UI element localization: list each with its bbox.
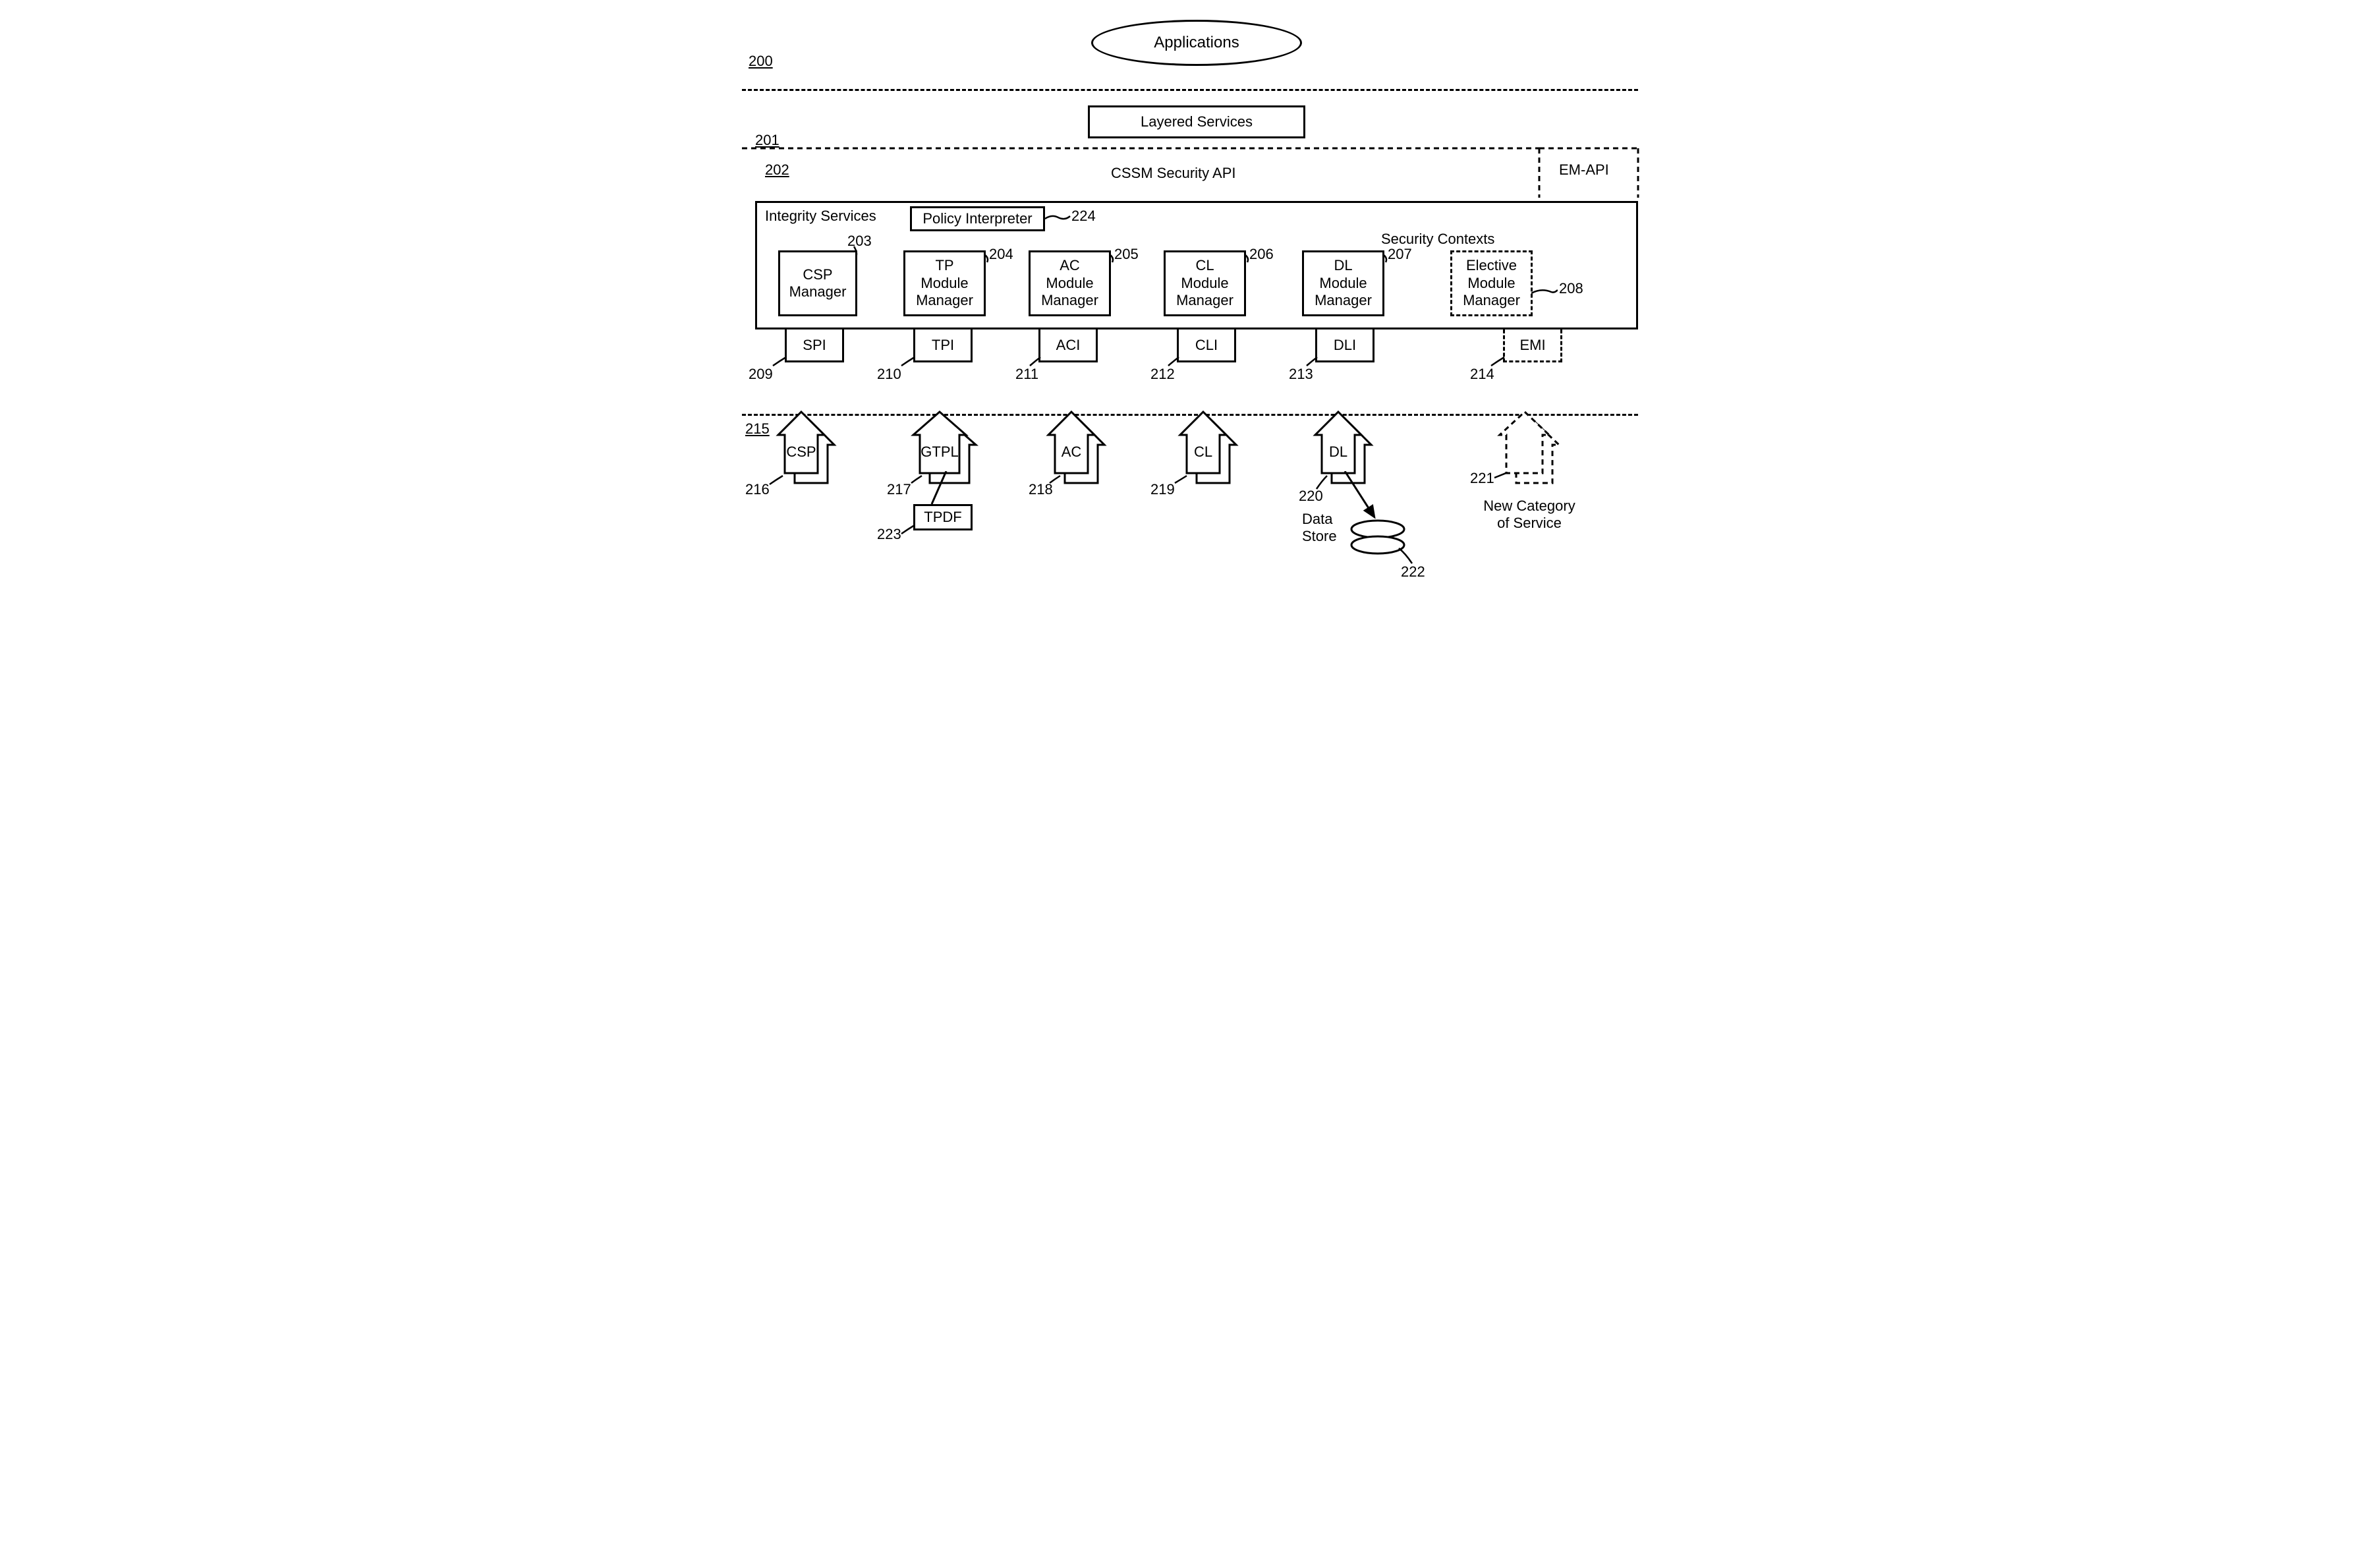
ac-plugin-label: AC <box>1062 443 1082 460</box>
tpi-label: TPI <box>932 337 954 354</box>
cl-plugin-label: CL <box>1194 443 1212 460</box>
integrity-label: Integrity Services <box>765 208 876 225</box>
ref-207-connector <box>1382 254 1392 264</box>
ref-203-connector <box>853 245 866 258</box>
elective-manager-label: Elective Module Manager <box>1463 257 1520 309</box>
ac-manager-label: AC Module Manager <box>1041 257 1098 309</box>
csp-plugin-label: CSP <box>786 443 816 460</box>
ref-219-connector <box>1174 474 1190 484</box>
ref-221-connector <box>1493 471 1510 481</box>
ref-213-connector <box>1305 356 1318 369</box>
spi-label: SPI <box>803 337 826 354</box>
ref-209-connector <box>772 356 788 369</box>
ref-221: 221 <box>1470 470 1494 487</box>
ref-216-connector <box>768 474 785 486</box>
dli-label: DLI <box>1334 337 1356 354</box>
dl-plugin-label: DL <box>1329 443 1347 460</box>
ref-218-connector <box>1048 474 1062 484</box>
ref-214-connector <box>1490 356 1506 369</box>
csp-manager-box: CSP Manager <box>778 250 857 316</box>
ref-204-connector <box>984 254 994 264</box>
ref-210-connector <box>900 356 917 369</box>
elective-manager-box: Elective Module Manager <box>1450 250 1533 316</box>
cl-manager-label: CL Module Manager <box>1176 257 1233 309</box>
aci-label: ACI <box>1056 337 1081 354</box>
em-api-label: EM-API <box>1559 161 1609 179</box>
ref-217: 217 <box>887 481 911 498</box>
ref-205-connector <box>1109 254 1119 264</box>
ref-220-connector <box>1315 474 1332 491</box>
ref-212-connector <box>1167 356 1180 369</box>
ref-211-connector <box>1029 356 1042 369</box>
ref-223-connector <box>900 524 917 536</box>
ref-208-connector <box>1531 287 1558 300</box>
cli-label: CLI <box>1195 337 1218 354</box>
dl-manager-label: DL Module Manager <box>1315 257 1372 309</box>
ref-208: 208 <box>1559 280 1583 297</box>
ref-202: 202 <box>765 161 789 179</box>
cssm-api-label: CSSM Security API <box>1111 165 1236 182</box>
ref-222-connector <box>1398 547 1417 567</box>
tpdf-label: TPDF <box>924 509 961 526</box>
dl-manager-box: DL Module Manager <box>1302 250 1384 316</box>
new-category-label: New Category of Service <box>1463 498 1595 532</box>
data-store-label: Data Store <box>1302 511 1348 546</box>
dli-box: DLI <box>1315 329 1374 362</box>
policy-interpreter-box: Policy Interpreter <box>910 206 1045 231</box>
spi-box: SPI <box>785 329 844 362</box>
ac-plugin-icon: AC <box>1035 401 1114 493</box>
tp-manager-box: TP Module Manager <box>903 250 986 316</box>
emi-box: EMI <box>1503 329 1562 362</box>
tp-manager-label: TP Module Manager <box>916 257 973 309</box>
ref-206-connector <box>1244 254 1254 264</box>
ref-219: 219 <box>1150 481 1175 498</box>
ac-manager-box: AC Module Manager <box>1029 250 1111 316</box>
policy-interpreter-label: Policy Interpreter <box>922 210 1032 227</box>
ref-224-connector <box>1045 211 1071 227</box>
ref-224: 224 <box>1071 208 1096 225</box>
ref-217-connector <box>910 474 923 484</box>
gtpl-plugin-label: GTPL <box>921 443 958 460</box>
cli-box: CLI <box>1177 329 1236 362</box>
tpdf-box: TPDF <box>913 504 973 530</box>
tpi-box: TPI <box>913 329 973 362</box>
csp-manager-label: CSP Manager <box>789 266 847 301</box>
cssm-architecture-diagram: 200 Applications 201 Layered Services 20… <box>729 13 1651 619</box>
emi-label: EMI <box>1519 337 1545 354</box>
aci-box: ACI <box>1038 329 1098 362</box>
ref-209: 209 <box>749 366 773 383</box>
cl-manager-box: CL Module Manager <box>1164 250 1246 316</box>
ref-216: 216 <box>745 481 770 498</box>
ref-210: 210 <box>877 366 901 383</box>
ref-223: 223 <box>877 526 901 543</box>
